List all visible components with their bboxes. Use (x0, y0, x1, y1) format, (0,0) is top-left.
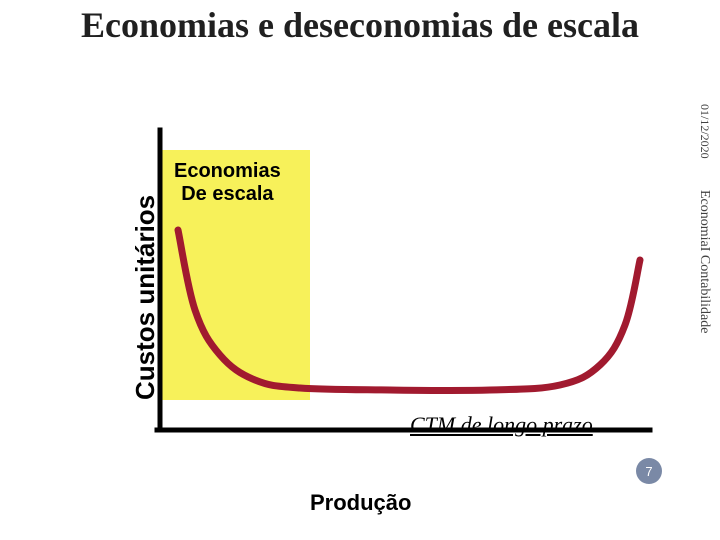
region-label-line1: Economias (174, 160, 281, 182)
slide-title: Economias e deseconomias de escala (0, 0, 720, 46)
x-axis-label: Produção (310, 490, 411, 516)
chart: Custos unitários Economias De escala CTM… (90, 130, 650, 430)
slide-footer-text: EconomiaI Contabilidade (696, 190, 712, 333)
lrac-curve-label: CTM de longo prazo (410, 412, 593, 438)
region-label-line2: De escala (181, 183, 273, 205)
page-number-badge: 7 (636, 458, 662, 484)
slide: Economias e deseconomias de escala 01/12… (0, 0, 720, 540)
slide-date: 01/12/2020 (697, 104, 712, 159)
economies-of-scale-label: Economias De escala (174, 160, 281, 206)
